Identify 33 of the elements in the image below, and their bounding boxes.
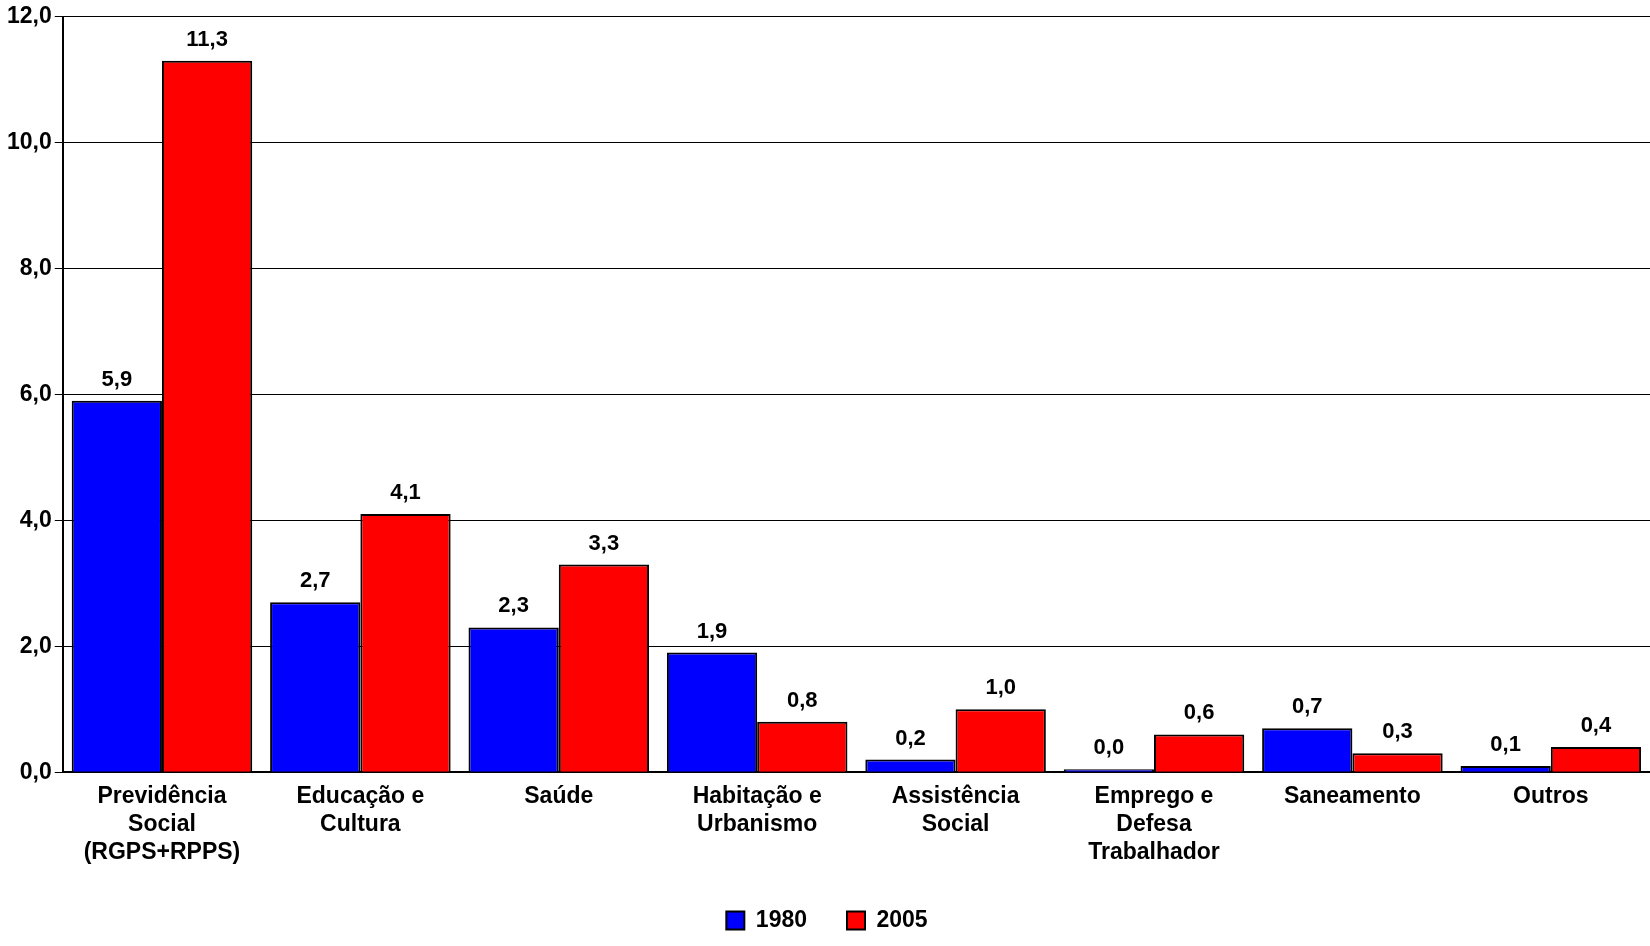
data-label: 0,1 — [1490, 730, 1521, 756]
data-label: 11,3 — [186, 25, 228, 51]
data-label: 0,3 — [1382, 718, 1413, 744]
data-label: 0,4 — [1580, 712, 1612, 738]
x-tick-label: Assistência Social — [891, 782, 1020, 836]
x-tick-label: Saneamento — [1284, 782, 1421, 809]
data-label: 2,7 — [299, 567, 331, 593]
data-label: 0,0 — [1093, 734, 1125, 760]
data-label: 2,3 — [498, 592, 529, 618]
legend-label: 1980 — [755, 905, 808, 932]
x-tick-label: Saúde — [524, 782, 594, 809]
x-tick-label: Previdência Social (RGPS+RPPS) — [83, 782, 241, 864]
y-tick-label: 10,0 — [7, 128, 52, 155]
data-label: 3,3 — [588, 529, 620, 555]
x-tick-label: Educação e Cultura — [296, 782, 425, 836]
y-tick-label: 2,0 — [19, 631, 52, 658]
data-label: 0,7 — [1291, 693, 1323, 719]
data-label: 4,1 — [390, 479, 421, 505]
data-label: 0,2 — [895, 724, 926, 750]
data-label: 1,0 — [985, 674, 1017, 700]
x-tick-label: Outros — [1513, 782, 1589, 809]
x-tick-label: Emprego e Defesa Trabalhador — [1088, 782, 1220, 864]
y-tick-label: 12,0 — [7, 2, 52, 29]
data-label: 0,6 — [1183, 699, 1215, 725]
legend-label: 2005 — [876, 905, 928, 932]
x-tick-label: Habitação e Urbanismo — [692, 782, 822, 836]
data-label: 0,8 — [787, 686, 818, 712]
y-tick-label: 0,0 — [19, 757, 52, 784]
y-tick-label: 4,0 — [19, 505, 52, 532]
data-label: 5,9 — [101, 365, 133, 391]
data-label: 1,9 — [696, 617, 728, 643]
y-tick-label: 6,0 — [19, 379, 52, 406]
y-tick-label: 8,0 — [19, 253, 52, 280]
